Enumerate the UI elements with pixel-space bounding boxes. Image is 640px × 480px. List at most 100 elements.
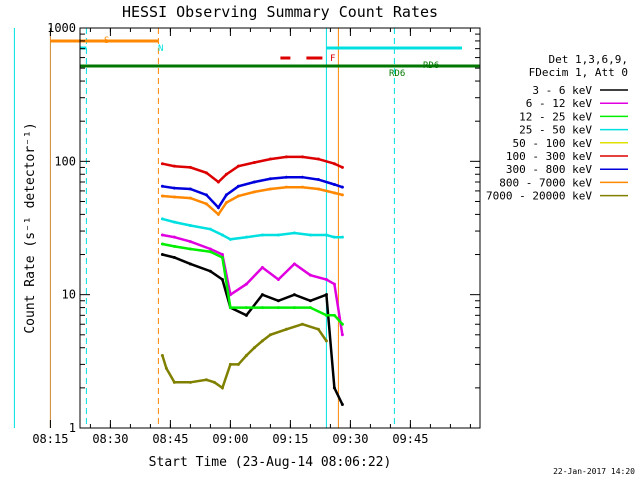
series-point bbox=[292, 231, 296, 235]
series-point bbox=[260, 339, 264, 343]
series-point bbox=[188, 187, 192, 191]
legend-label: 300 - 800 keV bbox=[506, 163, 592, 176]
series-point bbox=[300, 155, 304, 159]
x-tick-label: 09:15 bbox=[272, 432, 308, 446]
series-point bbox=[324, 233, 328, 237]
series-line bbox=[162, 233, 344, 335]
series-point bbox=[332, 183, 336, 187]
overlay-layer: S N F RD6 RD6 bbox=[13, 28, 480, 428]
series-point bbox=[220, 386, 224, 390]
series-point bbox=[208, 227, 212, 231]
series-point bbox=[244, 313, 248, 317]
series-point bbox=[172, 244, 176, 248]
legend-label: 6 - 12 keV bbox=[526, 97, 593, 110]
series-point bbox=[260, 233, 264, 237]
series-point bbox=[340, 193, 344, 197]
series-point bbox=[284, 327, 288, 331]
series-point bbox=[236, 184, 240, 188]
legend-header-2: FDecim 1, Att 0 bbox=[529, 66, 628, 79]
series-point bbox=[284, 175, 288, 179]
series-point bbox=[268, 333, 272, 337]
series-point bbox=[252, 161, 256, 165]
x-tick-label: 09:30 bbox=[332, 432, 368, 446]
series-point bbox=[252, 190, 256, 194]
x-tick-label: 08:15 bbox=[32, 432, 68, 446]
series-point bbox=[216, 180, 220, 184]
legend-header-1: Det 1,3,6,9, bbox=[549, 53, 628, 66]
series-point bbox=[300, 185, 304, 189]
series-point bbox=[236, 362, 240, 366]
series-point bbox=[188, 247, 192, 251]
series-point bbox=[308, 306, 312, 310]
annotation-label: RD6 bbox=[389, 69, 405, 79]
y-tick-label: 1 bbox=[69, 421, 76, 435]
series-point bbox=[224, 172, 228, 176]
series-point bbox=[276, 299, 280, 303]
series-point bbox=[284, 155, 288, 159]
series-point bbox=[228, 237, 232, 241]
series-point bbox=[284, 185, 288, 189]
series-point bbox=[204, 171, 208, 175]
series-point bbox=[224, 201, 228, 205]
series-point bbox=[244, 235, 248, 239]
legend-label: 7000 - 20000 keV bbox=[486, 190, 592, 203]
series-point bbox=[316, 327, 320, 331]
series-point bbox=[208, 247, 212, 251]
series-point bbox=[204, 193, 208, 197]
series-point bbox=[332, 235, 336, 239]
plot-frame bbox=[79, 27, 481, 429]
series-point bbox=[228, 306, 232, 310]
series-point bbox=[188, 380, 192, 384]
series-line bbox=[162, 217, 343, 241]
series-point bbox=[160, 184, 164, 188]
series-point bbox=[332, 313, 336, 317]
series-point bbox=[188, 196, 192, 200]
y-axis-label: Count Rate (s⁻¹ detector⁻¹) bbox=[23, 122, 38, 333]
series-point bbox=[260, 293, 264, 297]
series-point bbox=[160, 233, 164, 237]
legend-label: 12 - 25 keV bbox=[519, 110, 592, 123]
series-point bbox=[340, 403, 344, 407]
legend-label: 800 - 7000 keV bbox=[499, 176, 592, 189]
series-point bbox=[216, 212, 220, 216]
series-point bbox=[340, 235, 344, 239]
series-point bbox=[324, 339, 328, 343]
series-point bbox=[204, 202, 208, 206]
series-point bbox=[188, 224, 192, 228]
series-point bbox=[224, 193, 228, 197]
series-point bbox=[220, 233, 224, 237]
legend-label: 100 - 300 keV bbox=[506, 150, 592, 163]
series-point bbox=[316, 178, 320, 182]
series-point bbox=[228, 362, 232, 366]
series-point bbox=[316, 157, 320, 161]
series-point bbox=[276, 277, 280, 281]
series-point bbox=[160, 194, 164, 198]
series-point bbox=[276, 306, 280, 310]
series-point bbox=[244, 282, 248, 286]
annotation-label: N bbox=[158, 44, 163, 54]
series-point bbox=[300, 175, 304, 179]
series-point bbox=[172, 220, 176, 224]
series-point bbox=[268, 177, 272, 181]
axis-layer: 08:15 08:30 08:45 09:00 09:15 09:30 09:45 1 10 10… bbox=[32, 21, 480, 446]
series-point bbox=[244, 353, 248, 357]
series-point bbox=[308, 299, 312, 303]
chart-title: HESSI Observing Summary Count Rates bbox=[122, 3, 438, 21]
series-point bbox=[316, 187, 320, 191]
series-point bbox=[160, 253, 164, 257]
series-point bbox=[292, 306, 296, 310]
series-line bbox=[162, 242, 344, 326]
series-point bbox=[236, 164, 240, 168]
series-point bbox=[220, 277, 224, 281]
series-point bbox=[212, 380, 216, 384]
y-tick-label: 10 bbox=[62, 288, 76, 302]
series-point bbox=[260, 265, 264, 269]
series-layer bbox=[160, 155, 344, 407]
x-axis-label: Start Time (23-Aug-14 08:06:22) bbox=[149, 455, 392, 470]
series-point bbox=[340, 322, 344, 326]
series-line bbox=[162, 185, 343, 217]
series-point bbox=[160, 162, 164, 166]
series-line bbox=[161, 322, 328, 390]
series-point bbox=[332, 162, 336, 166]
